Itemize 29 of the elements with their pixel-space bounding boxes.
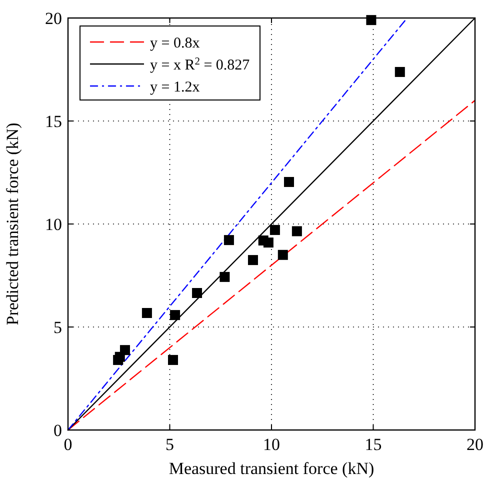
x-tick-label: 15 (364, 435, 382, 454)
point (278, 250, 288, 260)
point (168, 354, 178, 365)
x-axis-title: Measured transient force (kN) (168, 459, 374, 478)
point (394, 66, 405, 77)
point (284, 176, 294, 187)
y-tick-label: 15 (45, 112, 62, 131)
x-tick-label: 20 (466, 435, 484, 454)
point (270, 224, 280, 235)
point (263, 238, 274, 248)
point (366, 15, 376, 26)
legend-label: y = 0.8x (150, 35, 200, 52)
point (192, 288, 202, 298)
point (224, 235, 234, 246)
point (248, 255, 258, 266)
legend-label: y = 1.2x (150, 79, 200, 96)
y-tick-label: 5 (54, 318, 62, 337)
point (142, 308, 152, 318)
point (292, 226, 302, 236)
point (170, 310, 180, 320)
point (120, 345, 130, 356)
y-axis-title: Predicted transient force (kN) (3, 122, 22, 326)
y-tick-label: 10 (45, 214, 62, 234)
point (220, 272, 230, 282)
y-tick-label: 20 (45, 8, 62, 28)
y-tick-label: 0 (54, 420, 62, 440)
x-tick-label: 10 (263, 435, 280, 454)
legend-label: y = x R$^{2}$ = 0.827 (150, 56, 250, 74)
x-tick-label: 5 (166, 435, 174, 454)
